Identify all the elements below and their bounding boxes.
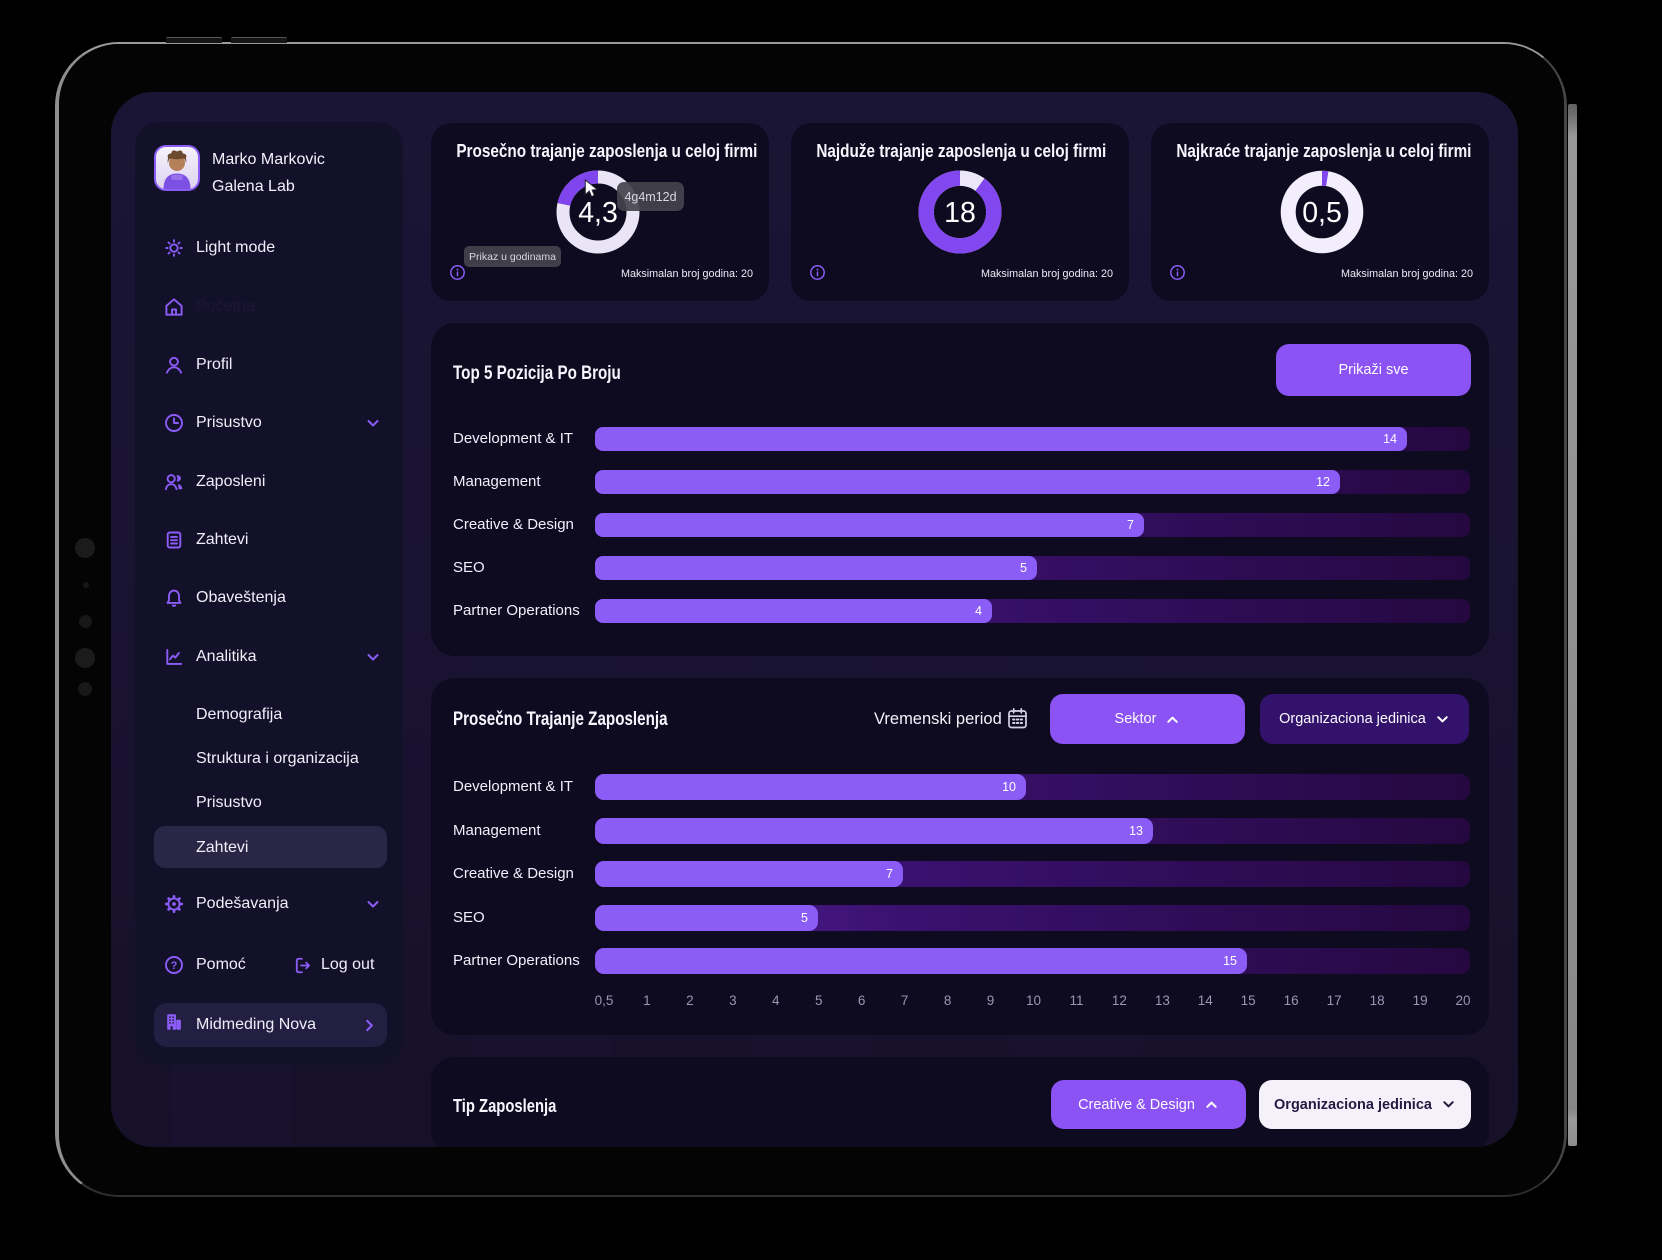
svg-text:18: 18 — [944, 197, 976, 229]
svg-text:?: ? — [171, 960, 178, 972]
svg-text:4,3: 4,3 — [578, 197, 618, 229]
svg-text:0,5: 0,5 — [1302, 197, 1342, 229]
